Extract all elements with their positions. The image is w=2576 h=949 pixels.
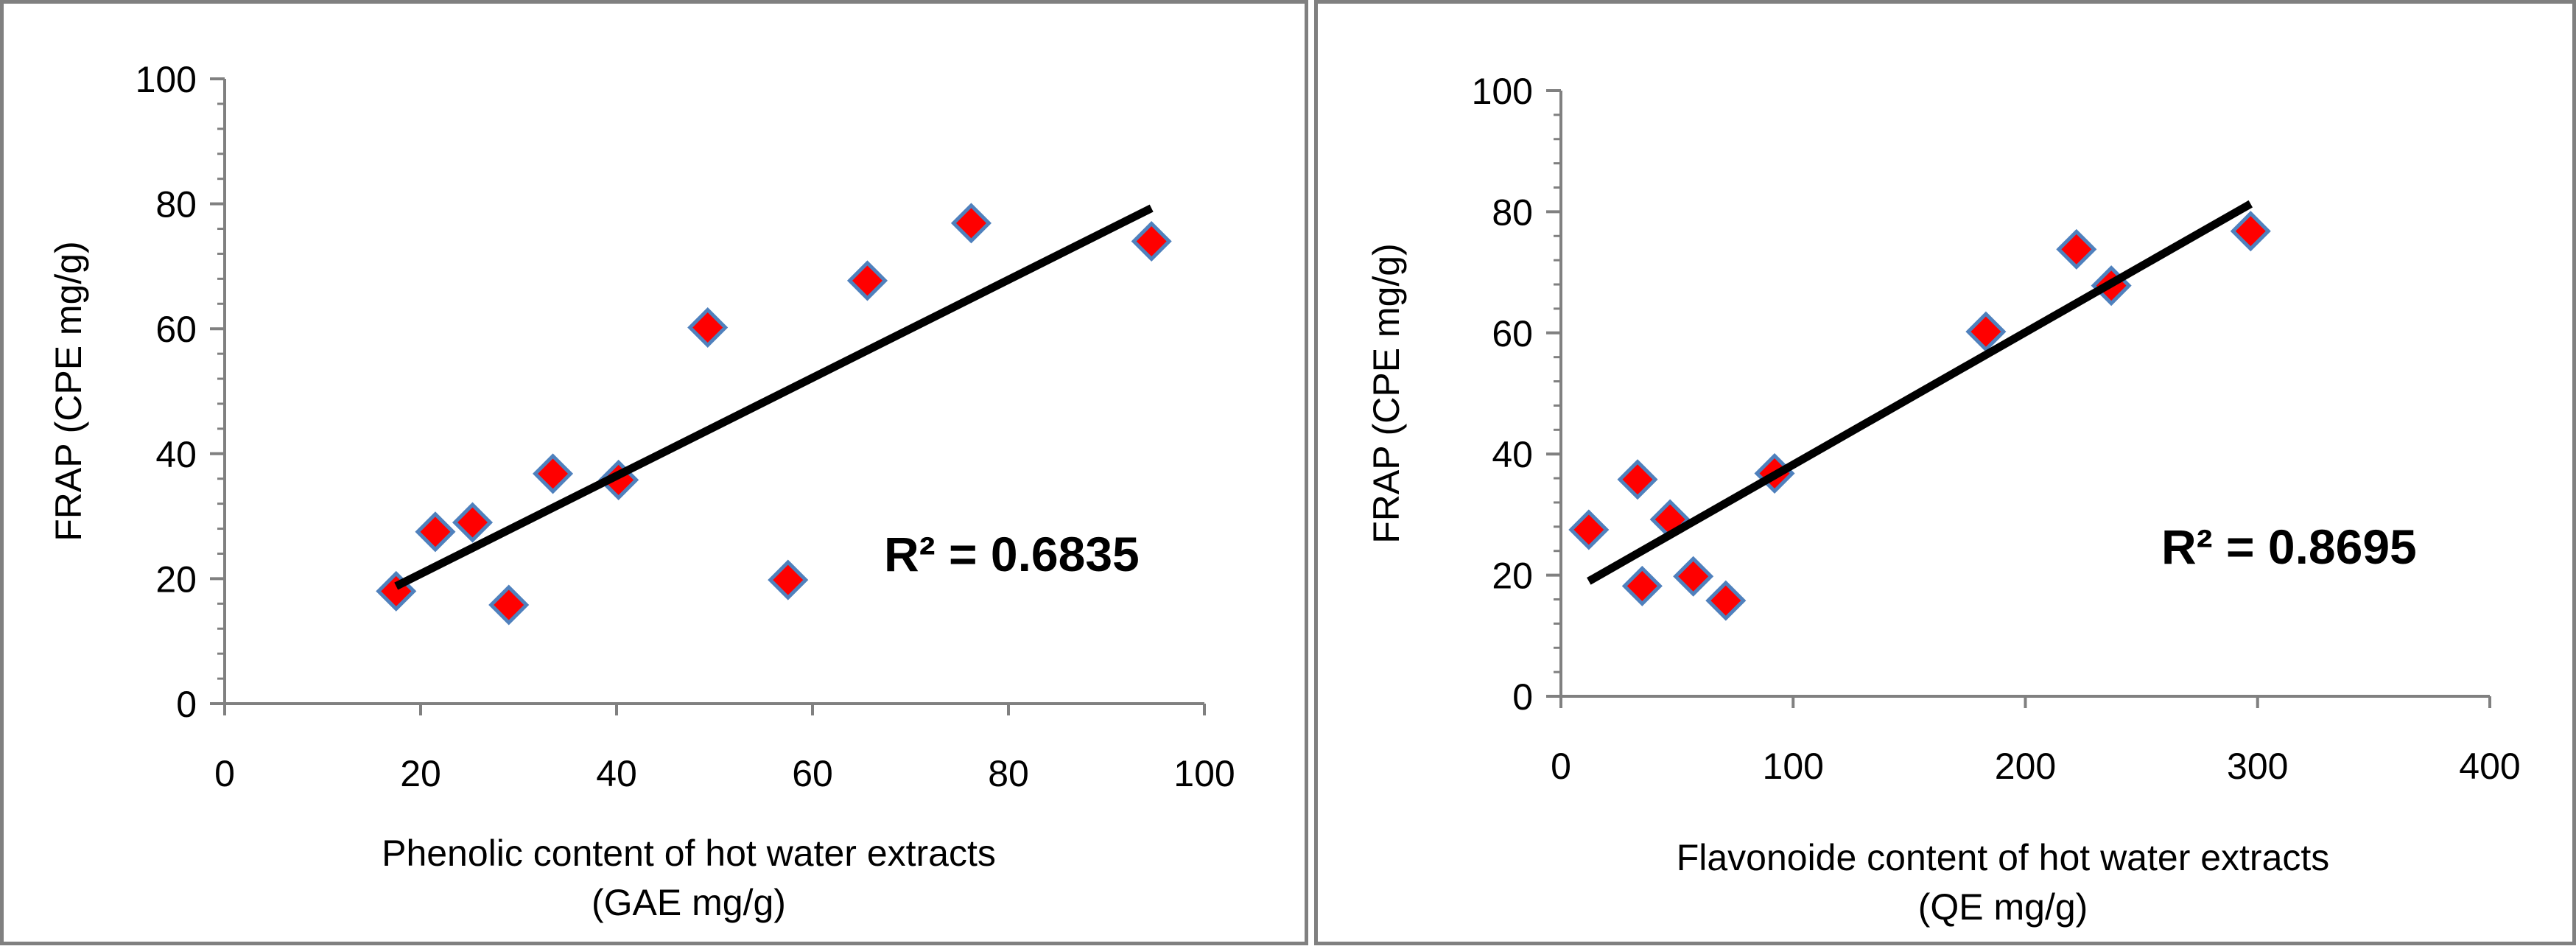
- y-tick-label: 0: [1512, 676, 1533, 718]
- x-axis-title-line-2: (QE mg/g): [1918, 886, 2088, 928]
- y-tick-label: 20: [1492, 556, 1533, 597]
- y-axis-title: FRAP (CPE mg/g): [48, 241, 89, 542]
- chart-panel-phenolic: 0 20 40 60 80 100 0 20 40 60 80 100 FRAP (CPE mg/g) P…: [0, 0, 1308, 945]
- r-squared-annotation: R² = 0.6835: [884, 527, 1140, 581]
- data-point: [1617, 459, 1658, 500]
- y-tick-label: 60: [1492, 313, 1533, 354]
- data-point: [1705, 580, 1747, 621]
- y-tick-label: 60: [155, 309, 197, 350]
- y-tick-label: 40: [1492, 434, 1533, 475]
- data-point: [1673, 556, 1714, 597]
- x-tick-label: 200: [1995, 746, 2056, 787]
- data-point: [1621, 565, 1663, 606]
- chart-panel-flavonoide: 0 20 40 60 80 100 0 100 200 300 400 FRAP (CPE mg/g)…: [1314, 0, 2576, 945]
- data-point: [1568, 509, 1610, 550]
- x-tick-label: 20: [400, 753, 441, 794]
- scatter-chart-phenolic: 0 20 40 60 80 100 0 20 40 60 80 100 FRAP (CPE mg/g) P…: [48, 59, 1235, 923]
- scatter-chart-flavonoide: 0 20 40 60 80 100 0 100 200 300 400 FRAP (CPE mg/g)…: [1366, 71, 2521, 928]
- x-tick-label: 80: [988, 753, 1029, 794]
- y-tick-label: 80: [1492, 192, 1533, 233]
- x-axis-title-line-1: Phenolic content of hot water extracts: [382, 833, 996, 874]
- data-point: [1965, 311, 2007, 352]
- x-tick-label: 0: [214, 753, 235, 794]
- x-axis-title-line-1: Flavonoide content of hot water extracts: [1677, 837, 2330, 878]
- y-tick-label: 80: [155, 184, 197, 225]
- data-point: [2230, 211, 2271, 252]
- x-tick-label: 0: [1551, 746, 1571, 787]
- data-point: [415, 511, 456, 553]
- x-tick-label: 100: [1173, 753, 1235, 794]
- data-point: [2056, 228, 2097, 270]
- trendline: [394, 204, 1154, 590]
- x-tick-label: 40: [596, 753, 637, 794]
- x-tick-label: 100: [1763, 746, 1824, 787]
- data-point: [768, 559, 809, 600]
- data-point: [687, 307, 729, 349]
- y-tick-label: 40: [155, 434, 197, 475]
- y-tick-label: 20: [155, 558, 197, 600]
- data-point: [950, 203, 992, 244]
- data-point: [452, 502, 494, 543]
- y-tick-label: 100: [136, 59, 197, 100]
- y-tick-label: 0: [176, 684, 197, 725]
- x-tick-label: 300: [2227, 746, 2288, 787]
- data-point: [1131, 220, 1172, 262]
- data-point: [846, 260, 888, 301]
- y-tick-label: 100: [1472, 71, 1533, 112]
- x-tick-label: 400: [2459, 746, 2520, 787]
- data-point: [533, 453, 574, 494]
- x-tick-label: 60: [792, 753, 833, 794]
- x-axis-title-line-2: (GAE mg/g): [592, 882, 786, 923]
- y-axis-title: FRAP (CPE mg/g): [1366, 243, 1407, 544]
- trendline: [1587, 200, 2253, 585]
- data-point: [488, 584, 530, 626]
- r-squared-annotation: R² = 0.8695: [2161, 519, 2417, 574]
